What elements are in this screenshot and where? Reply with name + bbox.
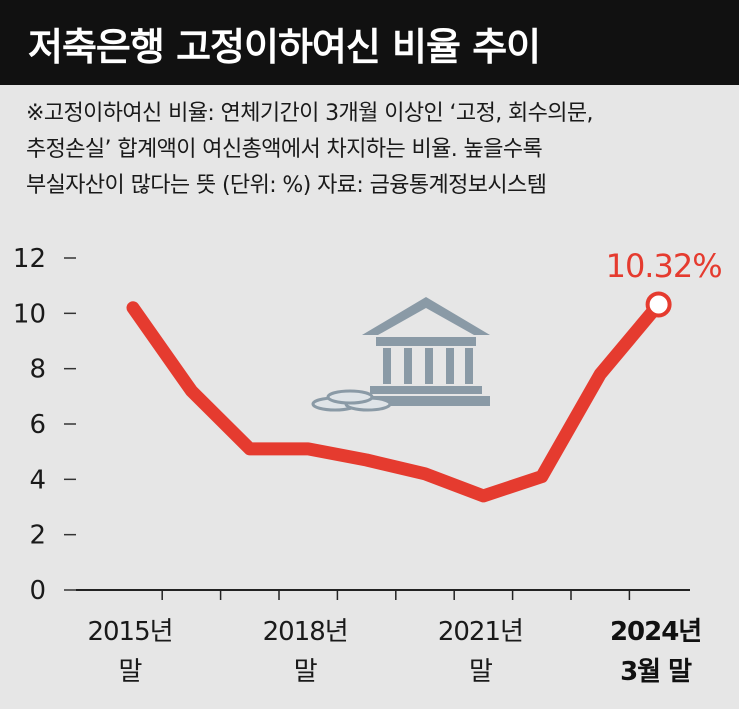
y-tick-label: 8 [29,355,46,385]
note-line-2: 추정손실’ 합계액이 여신총액에서 차지하는 비율. 높을수록 [26,137,543,162]
title-bar: 저축은행 고정이하여신 비율 추이 [0,0,739,85]
chart-title: 저축은행 고정이하여신 비율 추이 [28,25,541,69]
y-tick-label: 10 [13,299,46,329]
x-tick-label-line2: 말 [119,657,142,687]
bank-building-icon [362,297,490,406]
y-tick-label: 2 [29,521,46,551]
x-tick-label: 2018년 [263,617,348,647]
y-tick-label: 4 [29,465,46,495]
x-tick-label: 2015년 [87,617,172,647]
end-point-marker [645,291,672,318]
y-tick-label: 6 [29,410,46,440]
note-line-3: 부실자산이 많다는 뜻 (단위: %) 자료: 금융통계정보시스템 [26,173,547,198]
x-tick-label-line2: 말 [469,657,492,687]
x-tick-label: 2021년 [438,617,523,647]
x-tick-label-line2: 3월 말 [620,657,692,687]
chart-note: ※고정이하여신 비율: 연체기간이 3개월 이상인 ‘고정, 회수의문, 추정손… [26,96,726,204]
y-tick-label: 12 [13,244,46,274]
series-line [126,298,666,503]
data-label: 10.32% [606,247,722,285]
series-layer: 10.32% [126,247,723,503]
note-line-1: ※고정이하여신 비율: 연체기간이 3개월 이상인 ‘고정, 회수의문, [26,101,594,126]
y-axis: 0 2 4 6 8 10 12 [13,244,76,606]
x-tick-label: 2024년 [610,617,701,647]
coin-stack-icon [311,389,392,412]
x-tick-label-line2: 말 [294,657,317,687]
y-tick-label: 0 [29,576,46,606]
